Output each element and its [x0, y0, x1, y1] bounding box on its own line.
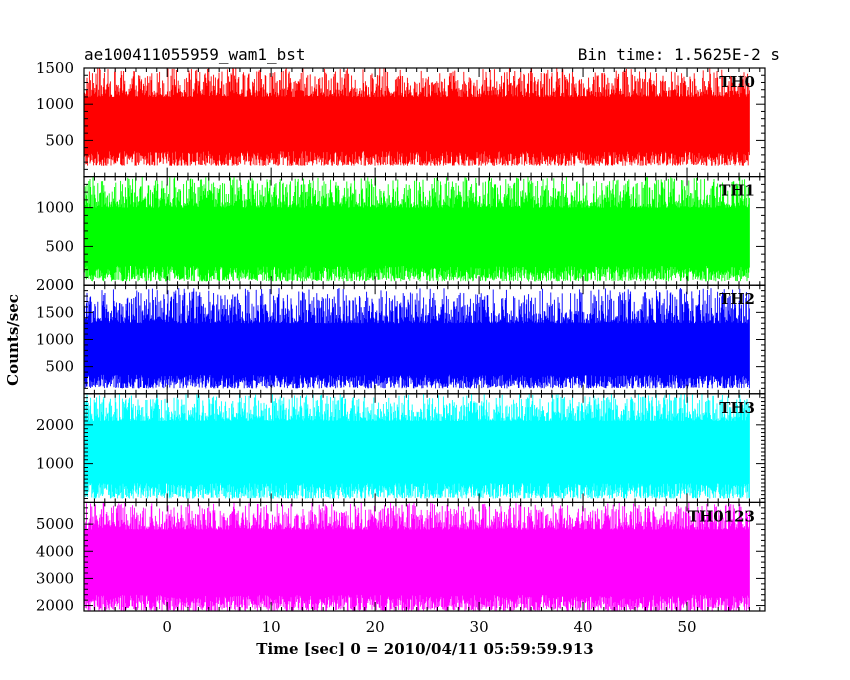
- y-tick-label: 500: [45, 358, 74, 376]
- y-tick-label: 5000: [36, 515, 74, 533]
- y-tick-label: 1000: [36, 331, 74, 349]
- series-th0123: [84, 502, 750, 611]
- y-axis-label: Counts/sec: [4, 294, 22, 386]
- x-tick-label: 40: [574, 618, 593, 636]
- x-tick-label: 20: [366, 618, 385, 636]
- x-tick-label: 50: [677, 618, 696, 636]
- y-tick-label: 0: [64, 276, 74, 294]
- series-th3: [84, 393, 750, 499]
- panel-th0123: 2000 3000 4000 5000 TH0123: [36, 501, 766, 615]
- y-tick-label: 1000: [36, 95, 74, 113]
- y-tick-label: 1500: [36, 303, 74, 321]
- bin-time-label: Bin time: 1.5625E-2 s: [578, 45, 780, 64]
- y-tick-label: 1000: [36, 199, 74, 217]
- x-axis-label: Time [sec] 0 = 2010/04/11 05:59:59.913: [256, 640, 593, 658]
- y-tick-label: 500: [45, 237, 74, 255]
- x-tick-label: 0: [162, 618, 172, 636]
- y-tick-label: 2000: [36, 597, 74, 615]
- series-th0: [84, 68, 750, 166]
- y-tick-label: 1500: [36, 59, 74, 77]
- y-tick-label: 4000: [36, 542, 74, 560]
- chart-title: ae100411055959_wam1_bst: [84, 45, 306, 64]
- panel-label-th3: TH3: [719, 399, 755, 417]
- panels-group: 50010001500TH005001000TH1500100015002000…: [36, 59, 766, 636]
- y-tick-label: 2000: [36, 276, 74, 294]
- panel-th3: 1000 2000 TH3: [36, 393, 766, 503]
- panel-label-th2: TH2: [719, 290, 755, 308]
- y-tick-label: 3000: [36, 569, 74, 587]
- x-tick-label: 30: [470, 618, 489, 636]
- series-th2: [84, 287, 750, 389]
- panel-th2: 500 1000 1500 2000 TH2: [36, 276, 766, 395]
- x-tick-label: 10: [262, 618, 281, 636]
- panel-label-th0: TH0: [719, 73, 755, 91]
- series-th1: [84, 176, 750, 282]
- panel-th0: 500 1000 1500 TH0: [36, 59, 766, 178]
- y-tick-label: 500: [45, 131, 74, 149]
- y-tick-label: 2000: [36, 416, 74, 434]
- panel-th1: 0 500 1000 TH1: [36, 176, 766, 294]
- panel-label-th1: TH1: [719, 182, 755, 200]
- panel-label-th0123: TH0123: [688, 507, 755, 525]
- y-tick-label: 1000: [36, 455, 74, 473]
